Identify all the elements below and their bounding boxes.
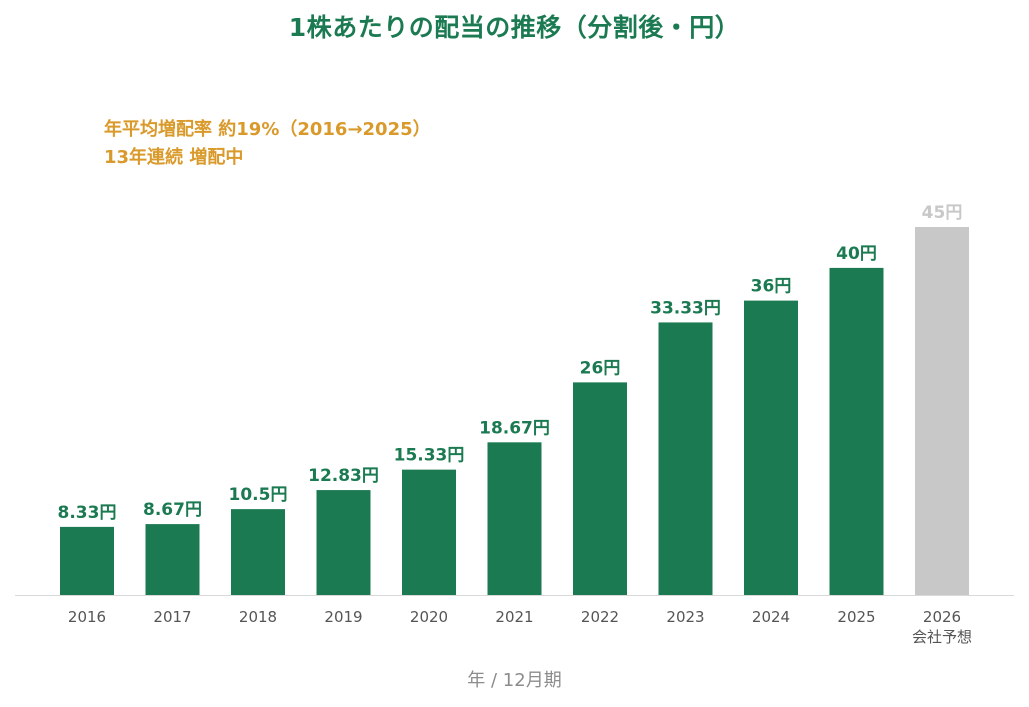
- bar-2016: [60, 526, 114, 595]
- value-label-2016: 8.33円: [58, 503, 117, 523]
- tick-sublabel-2026: 会社予想: [912, 628, 972, 646]
- value-label-2024: 36円: [751, 277, 792, 297]
- bar-2026: [915, 227, 969, 595]
- chart-annotations: 年平均増配率 約19%（2016→2025） 13年連続 増配中: [104, 116, 431, 172]
- value-label-2022: 26円: [580, 358, 621, 378]
- bar-2017: [145, 524, 200, 595]
- bar-2023: [658, 322, 713, 595]
- value-label-2021: 18.67円: [479, 418, 550, 438]
- tick-labels-group: 2016 2017 2018 2019 2020 2021 2022 2023 2024 2025…: [68, 608, 972, 646]
- value-label-2020: 15.33円: [394, 446, 465, 466]
- value-labels-group: 8.33円 8.67円 10.5円 12.83円 15.33円 18.67円 26円 33.3…: [58, 203, 963, 523]
- chart-title: 1株あたりの配当の推移（分割後・円）: [288, 13, 741, 42]
- tick-label-2016: 2016: [68, 608, 106, 626]
- bars-group: [60, 227, 969, 595]
- value-label-2018: 10.5円: [229, 485, 288, 505]
- bar-2018: [231, 509, 285, 595]
- bar-2019: [316, 490, 371, 595]
- x-axis-label: 年 / 12月期: [467, 670, 562, 691]
- bar-2020: [402, 469, 456, 595]
- tick-label-2020: 2020: [410, 608, 448, 626]
- value-label-2017: 8.67円: [143, 500, 202, 520]
- tick-label-2021: 2021: [495, 608, 533, 626]
- tick-label-2022: 2022: [581, 608, 619, 626]
- bar-2021: [487, 442, 542, 595]
- annotation-growth-rate: 年平均増配率 約19%（2016→2025）: [104, 119, 431, 140]
- bar-2024: [744, 300, 798, 595]
- tick-label-2025: 2025: [837, 608, 875, 626]
- value-label-2026: 45円: [922, 203, 963, 223]
- bar-2025: [829, 267, 884, 595]
- tick-label-2019: 2019: [324, 608, 362, 626]
- tick-label-2024: 2024: [752, 608, 790, 626]
- annotation-consecutive-increase: 13年連続 増配中: [104, 147, 244, 168]
- tick-label-2017: 2017: [153, 608, 191, 626]
- value-label-2019: 12.83円: [308, 466, 379, 486]
- value-label-2023: 33.33円: [650, 298, 721, 318]
- bar-2022: [573, 382, 627, 595]
- tick-label-2023: 2023: [666, 608, 704, 626]
- value-label-2025: 40円: [836, 244, 877, 264]
- tick-label-2018: 2018: [239, 608, 277, 626]
- tick-label-2026: 2026: [923, 608, 961, 626]
